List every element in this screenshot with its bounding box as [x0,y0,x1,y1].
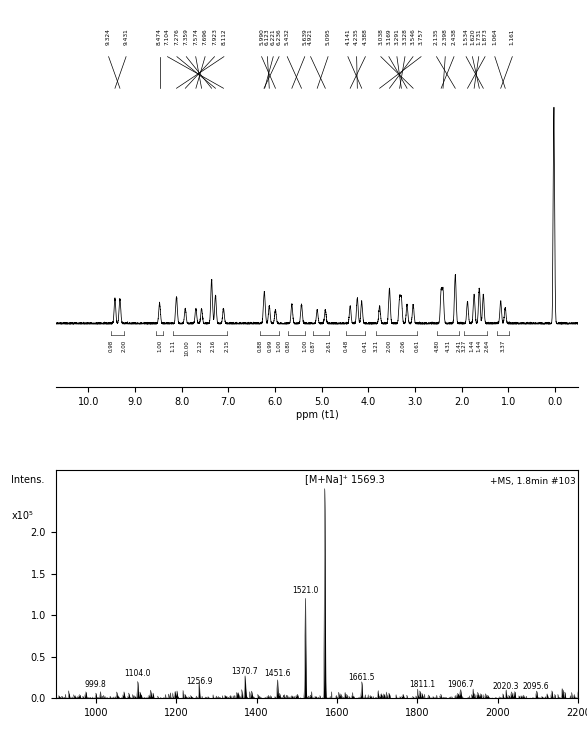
Text: 2.15: 2.15 [225,340,230,352]
Text: 4.921: 4.921 [308,28,313,45]
Text: 5.639: 5.639 [302,28,307,45]
Text: 1811.1: 1811.1 [409,680,435,689]
Text: 7.276: 7.276 [174,28,180,45]
Text: 4.235: 4.235 [354,28,359,45]
Text: 0.48: 0.48 [344,340,349,352]
Text: 2.398: 2.398 [443,28,448,45]
Text: 9.324: 9.324 [106,28,111,45]
Text: 2.438: 2.438 [451,28,457,45]
Text: 2.61: 2.61 [326,340,332,352]
Text: 1.731: 1.731 [476,29,481,45]
Text: 5.432: 5.432 [285,28,290,45]
Text: 6.123: 6.123 [265,29,270,45]
Text: 1370.7: 1370.7 [232,667,258,676]
Text: Intens.: Intens. [11,474,45,485]
Text: 2.64: 2.64 [484,340,490,352]
Text: 7.104: 7.104 [165,28,170,45]
Text: 2020.3: 2020.3 [492,682,519,691]
Text: 7.923: 7.923 [212,28,217,45]
Text: 0.80: 0.80 [286,340,291,352]
Text: 9.431: 9.431 [124,28,129,45]
Text: 2.135: 2.135 [434,28,439,45]
Text: 4.141: 4.141 [345,29,350,45]
Text: 3.37: 3.37 [501,340,505,352]
Text: 8.112: 8.112 [221,29,227,45]
Text: 6.221: 6.221 [271,29,276,45]
Text: 0.98: 0.98 [109,340,114,352]
Text: 5.095: 5.095 [326,28,330,45]
Text: 1.534: 1.534 [464,28,468,45]
Text: 0.41: 0.41 [363,340,368,352]
Text: 3.328: 3.328 [403,28,407,45]
Text: 2.16: 2.16 [211,340,216,352]
Text: 1.064: 1.064 [492,29,497,45]
Text: 2.00: 2.00 [387,340,392,352]
Text: 7.359: 7.359 [184,28,189,45]
Text: 0.87: 0.87 [311,340,316,352]
Text: 2095.6: 2095.6 [523,682,549,691]
Text: 8.474: 8.474 [157,28,162,45]
Text: 2.06: 2.06 [401,340,406,352]
Text: 4.80: 4.80 [435,340,440,352]
Text: 1.620: 1.620 [470,29,475,45]
Text: 1256.9: 1256.9 [186,677,212,686]
Text: 1.44: 1.44 [469,340,474,352]
Text: 999.8: 999.8 [85,680,107,689]
Text: 1.00: 1.00 [276,340,282,352]
Text: 1906.7: 1906.7 [447,680,474,689]
Text: 1.873: 1.873 [483,28,488,45]
Text: 3.757: 3.757 [419,28,424,45]
Text: 3.546: 3.546 [410,28,416,45]
Text: 0.99: 0.99 [267,340,272,352]
Text: 4.388: 4.388 [363,28,368,45]
Text: 10.00: 10.00 [184,340,189,355]
Text: +MS, 1.8min #103: +MS, 1.8min #103 [490,477,576,486]
Text: 7.696: 7.696 [203,29,208,45]
Text: 2.12: 2.12 [197,340,203,352]
Text: 1.00: 1.00 [157,340,162,352]
Text: 2.41: 2.41 [457,340,461,352]
Text: 0.88: 0.88 [258,340,263,352]
Text: 1661.5: 1661.5 [349,672,375,682]
X-axis label: ppm (t1): ppm (t1) [296,409,338,420]
Text: 2.00: 2.00 [121,340,126,352]
Text: 1.00: 1.00 [303,340,308,352]
Text: 3.291: 3.291 [394,28,399,45]
Text: 6.236: 6.236 [276,29,282,45]
Text: 3.27: 3.27 [461,340,466,352]
Text: 1.161: 1.161 [510,29,515,45]
Text: x10⁵: x10⁵ [11,511,33,521]
Text: 3.21: 3.21 [373,340,379,352]
Text: 3.038: 3.038 [378,28,383,45]
Text: 4.31: 4.31 [446,340,451,352]
Text: 5.990: 5.990 [259,28,264,45]
Text: 1521.0: 1521.0 [292,586,319,595]
Text: 0.61: 0.61 [414,340,419,352]
Text: 1104.0: 1104.0 [124,669,151,678]
Text: 3.169: 3.169 [386,29,392,45]
Text: [M+Na]⁺ 1569.3: [M+Na]⁺ 1569.3 [305,474,384,484]
Text: 7.574: 7.574 [193,28,198,45]
Text: 1451.6: 1451.6 [264,669,291,678]
Text: 1.11: 1.11 [170,340,176,352]
Text: 1.44: 1.44 [477,340,482,352]
